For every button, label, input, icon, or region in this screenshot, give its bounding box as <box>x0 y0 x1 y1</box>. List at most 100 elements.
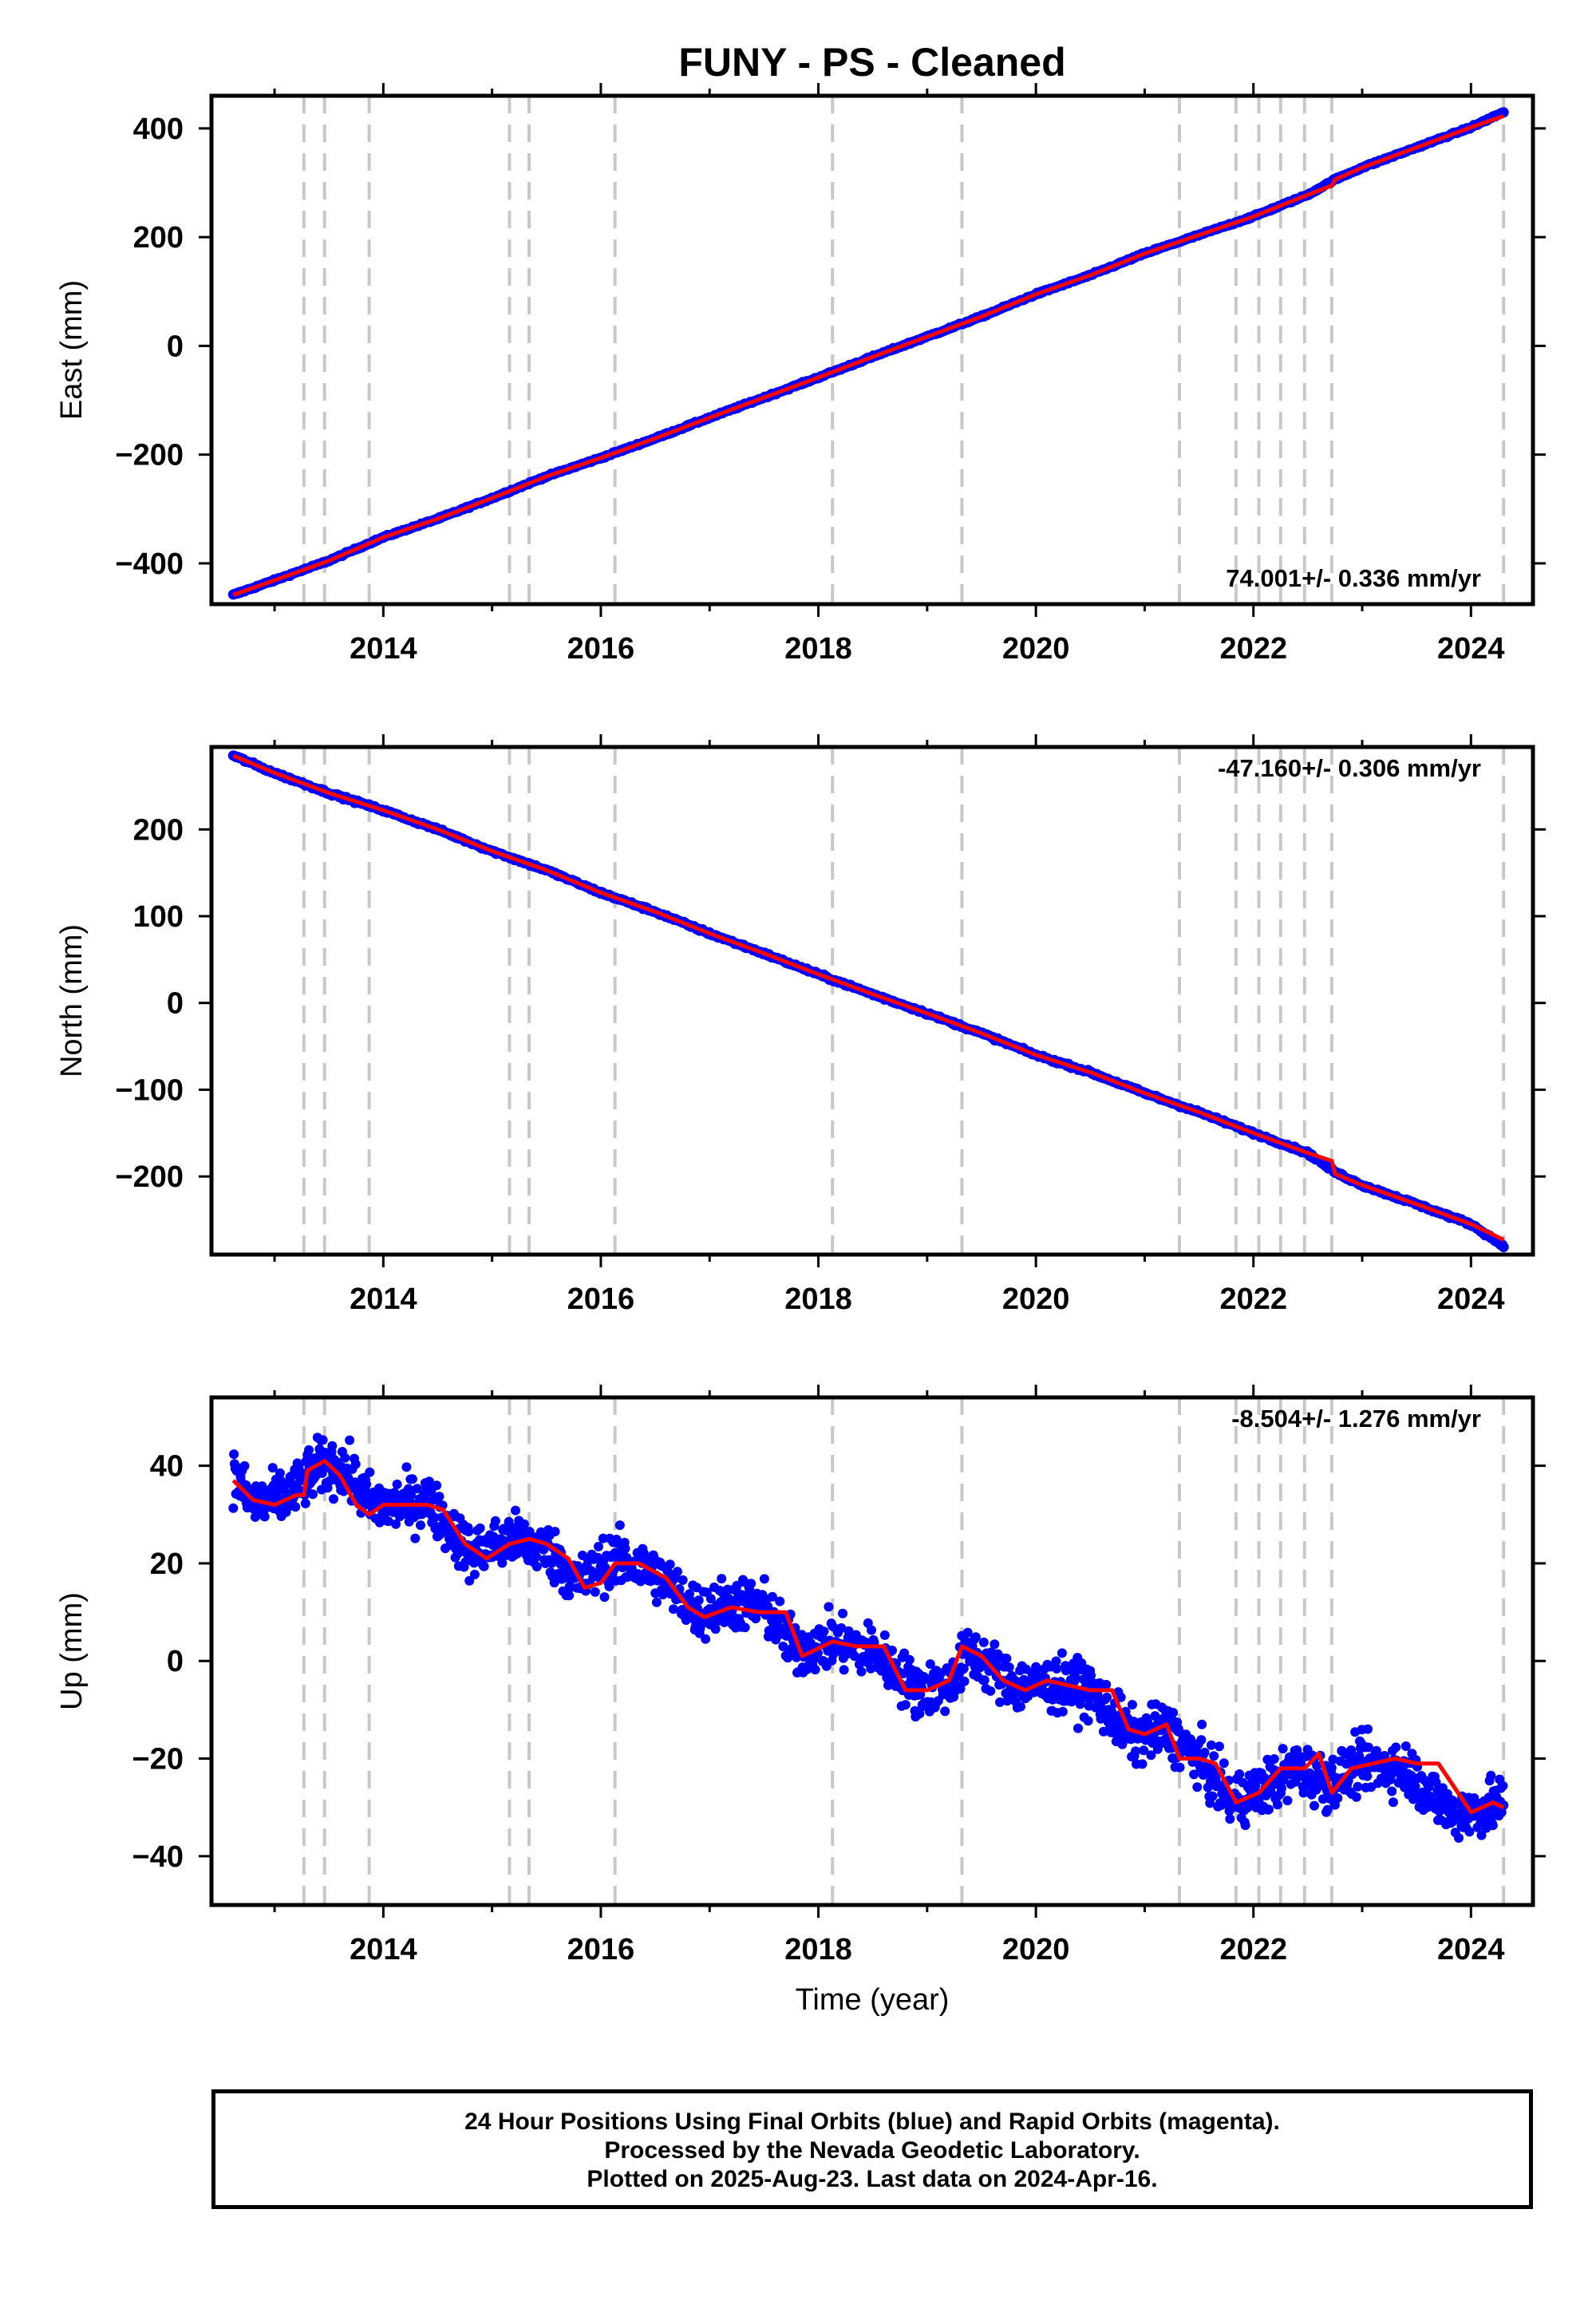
observation-point <box>564 1591 575 1601</box>
plot-area <box>228 1433 1509 1843</box>
x-tick-label: 2018 <box>784 1282 852 1316</box>
observation-point <box>1225 1814 1235 1824</box>
y-tick-label: 0 <box>167 330 184 363</box>
observation-point <box>685 1589 694 1599</box>
observation-point <box>612 1538 622 1548</box>
observation-point <box>460 1557 471 1567</box>
observation-point <box>1282 1796 1293 1806</box>
observation-point <box>1310 1800 1319 1811</box>
observation-point <box>365 1467 375 1477</box>
y-tick-label: 100 <box>133 900 184 934</box>
observation-point <box>1057 1648 1067 1658</box>
observation-point <box>1322 1804 1333 1815</box>
observation-point <box>1387 1786 1397 1796</box>
observation-point <box>1150 1711 1160 1721</box>
observation-point <box>490 1516 500 1526</box>
y-tick-label: −200 <box>115 439 184 472</box>
observation-point <box>1102 1692 1112 1702</box>
observation-point <box>1139 1745 1149 1756</box>
x-tick-label: 2024 <box>1437 632 1505 666</box>
observation-point <box>1071 1674 1081 1684</box>
y-axis-label: North (mm) <box>55 924 89 1077</box>
y-tick-label: 20 <box>150 1547 184 1581</box>
x-tick-label: 2022 <box>1219 632 1287 666</box>
observation-point <box>1476 1830 1487 1840</box>
observation-point <box>531 1562 542 1571</box>
x-tick-label: 2020 <box>1002 632 1070 666</box>
observation-point <box>504 1516 514 1527</box>
observation-point <box>229 1449 239 1460</box>
y-tick-label: 0 <box>167 1645 184 1678</box>
observation-point <box>228 1503 239 1513</box>
observation-point <box>318 1435 328 1445</box>
x-tick-label: 2020 <box>1002 1282 1070 1316</box>
y-tick-label: 200 <box>133 221 184 255</box>
observation-point <box>778 1642 788 1651</box>
observation-point <box>843 1626 854 1636</box>
x-tick-label: 2016 <box>567 1282 635 1316</box>
observation-point <box>475 1523 485 1533</box>
observation-point <box>899 1669 909 1678</box>
observation-point <box>1486 1770 1496 1780</box>
observation-point <box>1219 1758 1229 1769</box>
observation-point <box>767 1591 777 1602</box>
observation-point <box>327 1441 338 1451</box>
observation-point <box>600 1563 610 1573</box>
observation-point <box>594 1541 603 1551</box>
observation-point <box>1212 1780 1223 1790</box>
figure-title: FUNY - PS - Cleaned <box>678 40 1065 85</box>
observation-point <box>1214 1741 1224 1752</box>
observation-point <box>1362 1771 1373 1781</box>
observation-point <box>464 1527 474 1537</box>
observation-point <box>990 1639 1000 1650</box>
observation-point <box>1206 1740 1216 1750</box>
observation-point <box>1015 1701 1025 1712</box>
observation-point <box>407 1474 417 1484</box>
observation-point <box>1075 1699 1085 1709</box>
panel-frame <box>209 93 1535 607</box>
rate-annotation: -8.504+/- 1.276 mm/yr <box>1231 1405 1481 1433</box>
observation-point <box>434 1492 444 1502</box>
observation-point <box>1197 1719 1207 1729</box>
y-axis-label: Up (mm) <box>55 1592 89 1710</box>
observation-point <box>839 1665 849 1675</box>
observation-point <box>412 1484 422 1494</box>
panels: 2014 2016 2018 2020 2022 2024−400−2000200400E… <box>55 83 1546 1966</box>
observation-point <box>1391 1742 1401 1753</box>
observation-point <box>1498 1780 1508 1791</box>
observation-point <box>1276 1783 1286 1793</box>
observation-point <box>915 1709 925 1719</box>
x-tick-label: 2020 <box>1002 1933 1070 1966</box>
observation-point <box>1298 1788 1309 1798</box>
observation-point <box>1328 1754 1338 1765</box>
observation-point <box>824 1602 834 1612</box>
observation-point <box>426 1487 437 1497</box>
observation-point <box>978 1637 989 1647</box>
observation-point <box>267 1463 278 1473</box>
y-tick-label: 40 <box>150 1450 184 1484</box>
observation-point <box>424 1476 434 1487</box>
observation-point <box>598 1533 608 1543</box>
y-tick-label: −100 <box>115 1073 184 1107</box>
observation-point <box>329 1494 338 1504</box>
observation-point <box>519 1519 529 1529</box>
x-tick-label: 2024 <box>1437 1933 1505 1966</box>
observation-point <box>962 1627 973 1638</box>
observation-point <box>925 1659 935 1670</box>
observation-point <box>665 1559 675 1570</box>
y-tick-label: −40 <box>132 1840 184 1874</box>
observation-point <box>1235 1769 1245 1779</box>
observation-point <box>1333 1793 1343 1803</box>
observation-point <box>899 1648 910 1658</box>
observation-point <box>1192 1782 1203 1792</box>
observation-point <box>759 1574 769 1584</box>
x-tick-label: 2014 <box>350 632 417 666</box>
x-tick-label: 2016 <box>567 1933 635 1966</box>
observation-point <box>863 1618 873 1628</box>
observation-point <box>1351 1792 1361 1802</box>
observation-point <box>1264 1804 1274 1815</box>
panel-2: 2014 2016 2018 2020 2022 2024 −200 −100 0 100 200 N… <box>55 734 1546 1316</box>
x-tick-label: 2018 <box>784 632 852 666</box>
observation-point <box>955 1684 966 1694</box>
